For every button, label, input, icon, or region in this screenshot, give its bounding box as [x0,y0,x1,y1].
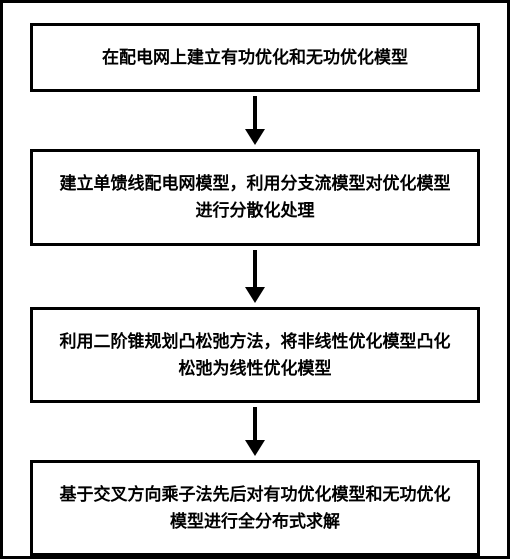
flowchart-arrow-1 [245,96,265,145]
flowchart-node-3: 利用二阶锥规划凸松弛方法，将非线性优化模型凸化松弛为线性优化模型 [30,307,480,403]
arrow-down-icon [245,440,265,456]
arrow-down-icon [245,129,265,145]
flowchart-node-2: 建立单馈线配电网模型，利用分支流模型对优化模型进行分散化处理 [30,149,480,245]
flowchart-arrow-3 [245,407,265,456]
flowchart-node-text: 建立单馈线配电网模型，利用分支流模型对优化模型进行分散化处理 [60,174,451,220]
flowchart-node-text: 基于交叉方向乘子法先后对有功优化模型和无功优化模型进行全分布式求解 [60,485,451,531]
arrow-shaft [253,407,257,441]
arrow-shaft [253,96,257,130]
arrow-down-icon [245,287,265,303]
flowchart-node-text: 利用二阶锥规划凸松弛方法，将非线性优化模型凸化松弛为线性优化模型 [60,332,451,378]
flowchart-node-text: 在配电网上建立有功优化和无功优化模型 [102,48,408,67]
flowchart-arrow-2 [245,250,265,303]
flowchart-node-1: 在配电网上建立有功优化和无功优化模型 [30,23,480,92]
arrow-shaft [253,250,257,288]
flowchart-node-4: 基于交叉方向乘子法先后对有功优化模型和无功优化模型进行全分布式求解 [30,460,480,556]
